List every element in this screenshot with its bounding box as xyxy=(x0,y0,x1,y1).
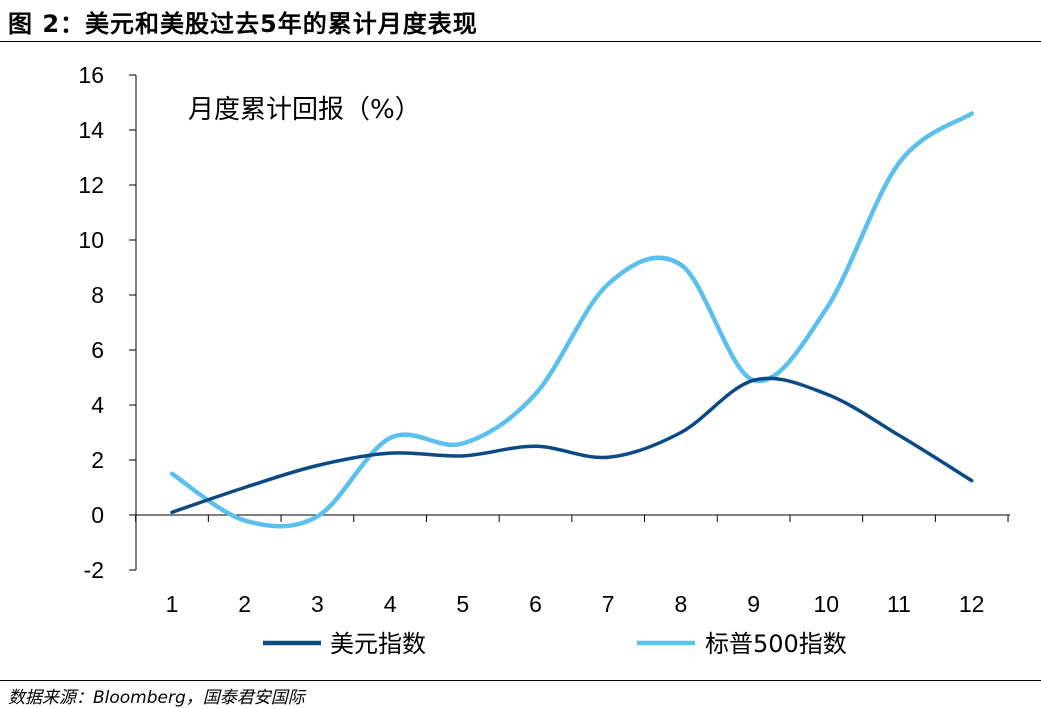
x-tick-label: 5 xyxy=(456,591,469,617)
y-tick-label: -2 xyxy=(84,557,104,583)
y-tick-label: 16 xyxy=(78,62,104,88)
series-line-2 xyxy=(169,111,974,529)
x-tick-label: 11 xyxy=(887,591,911,617)
x-tick-label: 6 xyxy=(529,591,542,617)
x-tick-label: 1 xyxy=(166,591,179,617)
x-tick-label: 12 xyxy=(959,591,985,617)
legend-label-2: 标普500指数 xyxy=(705,630,847,658)
chart-legend: 美元指数 标普500指数 xyxy=(263,630,847,658)
y-tick-label: 10 xyxy=(78,227,104,253)
x-tick-label: 2 xyxy=(238,591,251,617)
x-tick-label: 10 xyxy=(814,591,840,617)
chart-annotation: 月度累计回报（%） xyxy=(188,95,421,125)
y-tick-label: 2 xyxy=(91,447,104,473)
y-tick-label: 14 xyxy=(78,117,104,143)
y-tick-label: 8 xyxy=(91,282,104,308)
x-tick-label: 3 xyxy=(311,591,324,617)
x-tick-label: 9 xyxy=(747,591,760,617)
y-tick-label: 4 xyxy=(91,392,104,418)
source-rule xyxy=(0,680,1041,681)
title-rule xyxy=(0,41,1041,42)
source-note: 数据来源：Bloomberg，国泰君安国际 xyxy=(8,688,305,708)
y-tick-label: 0 xyxy=(91,502,104,528)
y-tick-label: 12 xyxy=(78,172,104,198)
figure-title: 图 2：美元和美股过去5年的累计月度表现 xyxy=(8,10,478,38)
series-line-1 xyxy=(170,376,974,515)
legend-label-1: 美元指数 xyxy=(330,630,426,658)
x-tick-label: 8 xyxy=(675,591,688,617)
x-tick-label: 7 xyxy=(602,591,615,617)
series-layer xyxy=(169,111,974,529)
x-tick-label: 4 xyxy=(384,591,397,617)
y-tick-label: 6 xyxy=(91,337,104,363)
